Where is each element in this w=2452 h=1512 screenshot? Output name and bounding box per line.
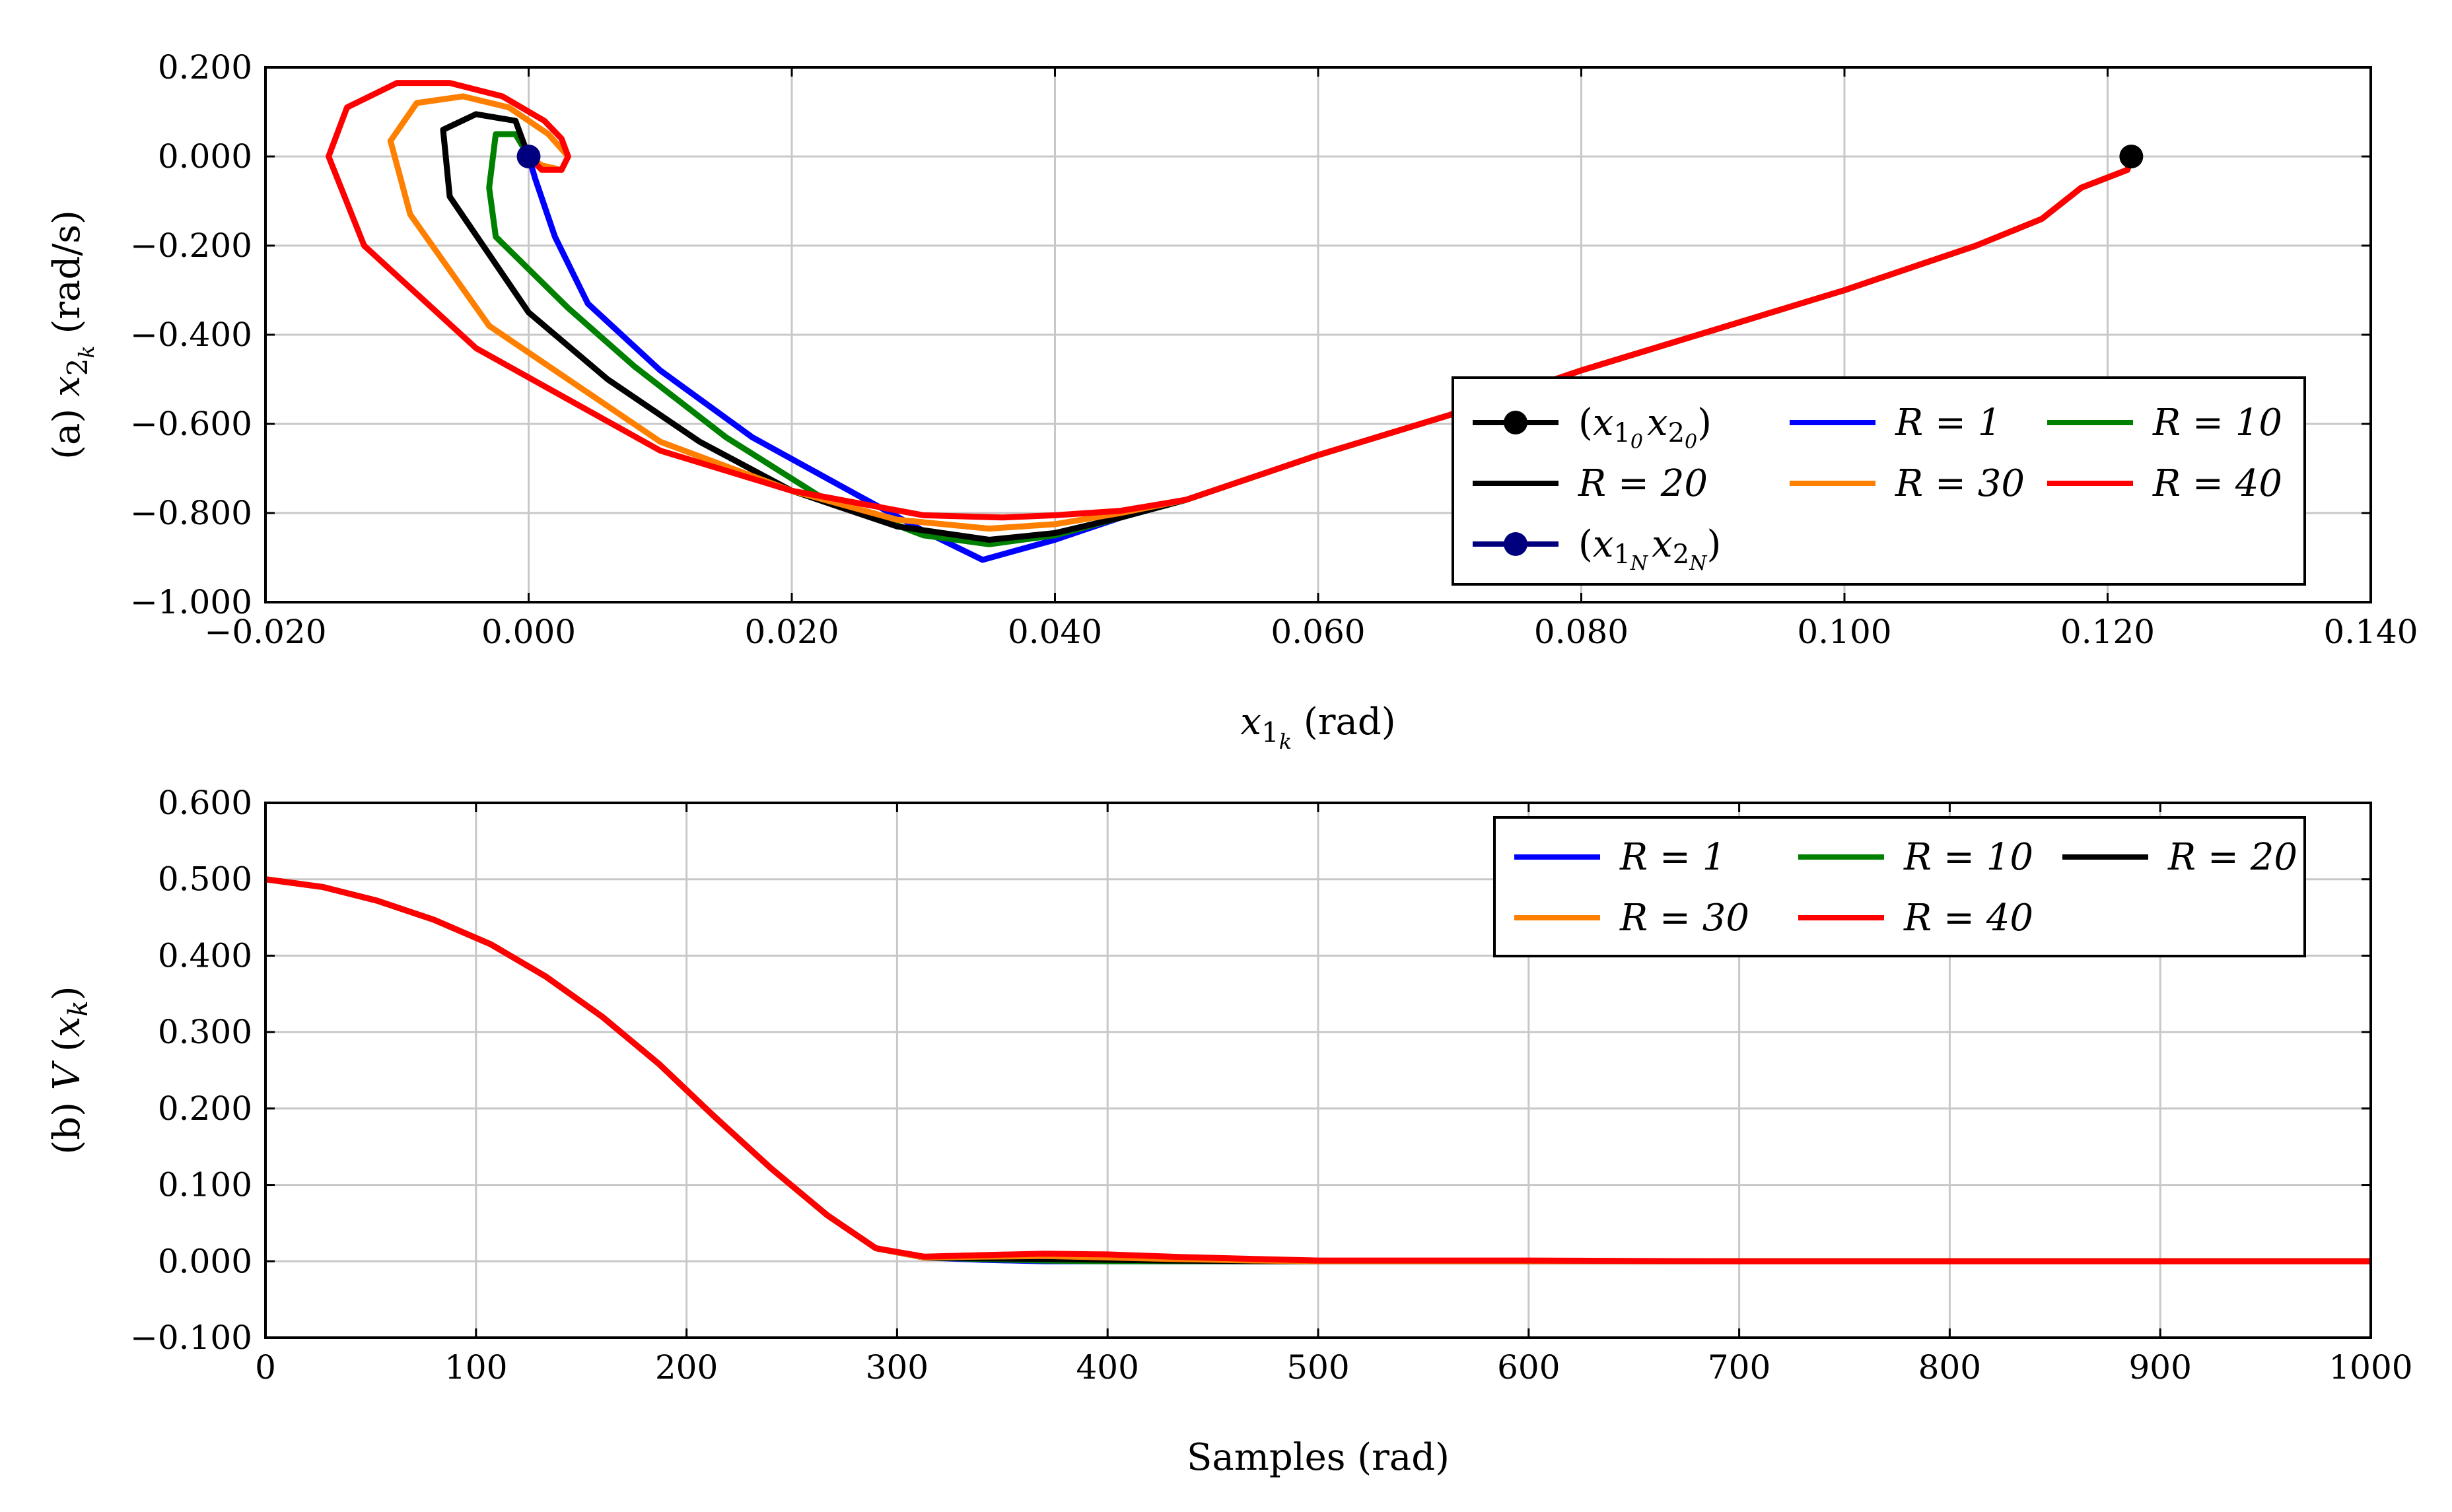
series-line-R40 [326,80,2134,521]
x-tick-label: 0.040 [1008,613,1102,651]
legend-marker-end [1504,532,1527,556]
y-axis-label: (b) V (xk) [46,986,94,1154]
y-tick-label: −0.100 [130,1319,252,1357]
panel-b-x-axis-label: Samples (rad) [1187,1436,1450,1479]
x-tick-label: 0.120 [2060,613,2155,651]
series-line-R40 [265,876,2371,1264]
legend-label-R1: R = 1 [1895,401,2001,444]
x-axis-label: Samples (rad) [1187,1436,1450,1479]
legend-label-R10: R = 10 [2152,401,2282,444]
marker-start [2119,145,2144,168]
panel-b-series [265,876,2371,1264]
x-tick-label: 0.060 [1271,613,1365,651]
y-tick-label: −0.200 [130,226,252,265]
legend-label-R40: R = 40 [1903,897,2033,940]
legend-label-R20: R = 20 [2167,836,2297,879]
x-tick-label: 0.080 [1534,613,1629,651]
panel-b-y-axis-label: (b) V (xk) [46,986,94,1154]
y-tick-label: 0.300 [158,1013,252,1051]
legend-label-end: (x1N x2N) [1578,523,1721,575]
x-tick-label: 700 [1708,1348,1770,1387]
y-tick-label: 0.500 [158,860,252,899]
legend-label-R10: R = 10 [1903,836,2033,879]
panel-b-lyapunov-plot: 0 100 200 300 400 500 600 700 800 900 1000 −0.100 0.… [46,784,2413,1479]
y-tick-label: 0.400 [158,936,252,975]
x-tick-label: 0 [255,1348,276,1387]
panel-a-legend: (x10 x20) R = 1 R = 10 R = 20 R = 30 R = 40 (x1… [1452,376,2306,586]
x-tick-label: 0.140 [2323,613,2418,651]
x-axis-label: x1k (rad) [1240,701,1395,754]
panel-a-series [326,80,2134,563]
legend-box [1452,376,2306,586]
legend-item-start: (x10 x20) [1473,401,1712,454]
legend-label-start: (x10 x20) [1578,401,1712,454]
y-tick-label: −1.000 [130,583,252,621]
y-tick-label: 0.000 [158,137,252,176]
legend-label-R40: R = 40 [2152,462,2282,505]
x-tick-label: 600 [1497,1348,1560,1387]
panel-b-frame [264,802,2372,1339]
legend-item-R1: R = 1 [1514,836,1726,879]
legend-marker-start [1504,411,1527,434]
legend-label-R30: R = 30 [1895,462,2025,505]
x-tick-label: 1000 [2329,1348,2412,1387]
y-tick-label: 0.100 [158,1166,252,1204]
marker-end [516,145,541,168]
x-tick-label: −0.020 [204,613,326,651]
legend-item-R10: R = 10 [1798,836,2033,879]
legend-label-R1: R = 1 [1619,836,1726,879]
y-axis-label: (a) x2k (rad/s) [46,210,99,460]
x-tick-label: 400 [1076,1348,1138,1387]
y-tick-label: 0.200 [158,48,252,86]
legend-item-R40: R = 40 [1798,897,2033,940]
panel-a-phase-plot: −0.020 0.000 0.020 0.040 0.060 0.080 0.100 0.12… [46,48,2418,754]
panel-a-y-axis-label: (a) x2k (rad/s) [46,210,99,460]
x-tick-label: 500 [1286,1348,1349,1387]
panel-a-markers [516,145,2144,168]
y-tick-label: 0.600 [158,784,252,822]
y-tick-label: 0.000 [158,1242,252,1280]
legend-item-R20: R = 20 [1473,462,1708,505]
legend-item-R20: R = 20 [2062,836,2297,879]
x-tick-label: 900 [2128,1348,2191,1387]
legend-item-R1: R = 1 [1790,401,2001,444]
legend-item-R30: R = 30 [1514,897,1749,940]
panel-a-frame [264,66,2372,603]
legend-item-R40: R = 40 [2047,462,2282,505]
legend-item-R30: R = 30 [1790,462,2025,505]
panel-a-tick-labels: −0.020 0.000 0.020 0.040 0.060 0.080 0.100 0.12… [130,48,2418,651]
y-tick-label: −0.800 [130,494,252,532]
legend-label-R30: R = 30 [1619,897,1749,940]
panel-a-x-axis-label: x1k (rad) [1240,701,1395,754]
x-tick-label: 100 [444,1348,507,1387]
legend-item-end: (x1N x2N) [1473,523,1721,575]
panel-b-legend: R = 1 R = 10 R = 20 R = 30 R = 40 [1493,816,2306,957]
y-tick-label: −0.400 [130,316,252,354]
x-tick-label: 0.020 [744,613,839,651]
x-tick-label: 0.000 [481,613,576,651]
x-tick-label: 800 [1918,1348,1981,1387]
y-tick-label: 0.200 [158,1089,252,1128]
legend-label-R20: R = 20 [1578,462,1708,505]
x-tick-label: 300 [866,1348,928,1387]
x-tick-label: 0.100 [1797,613,1891,651]
legend-item-R10: R = 10 [2047,401,2282,444]
x-tick-label: 200 [655,1348,718,1387]
y-tick-label: −0.600 [130,405,252,443]
legend-box [1493,816,2306,957]
